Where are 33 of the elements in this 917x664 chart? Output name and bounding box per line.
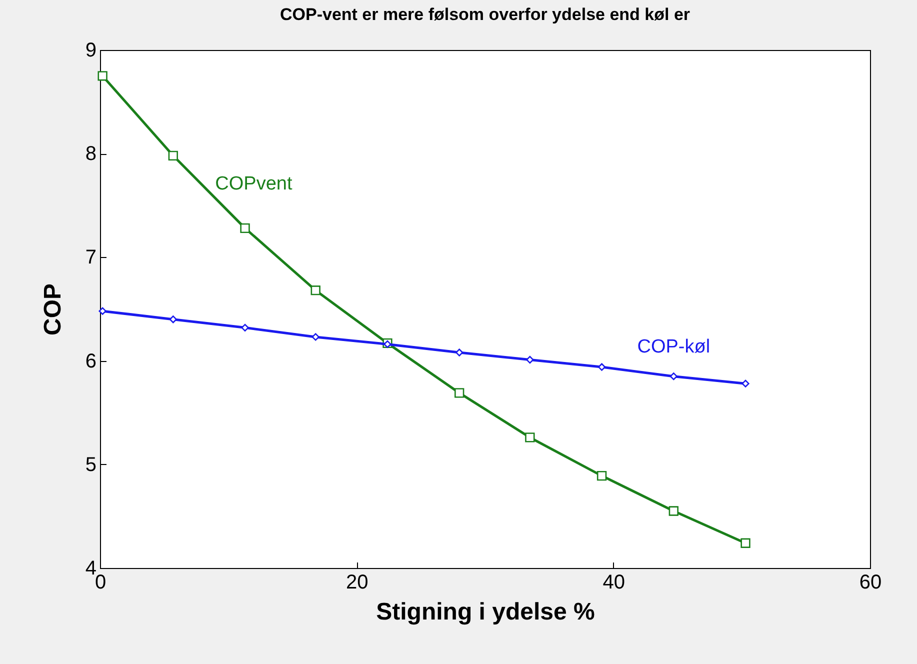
y-tick-label: 8 [85,143,96,166]
y-tick-label: 4 [85,558,96,580]
point [241,324,249,332]
point [670,372,678,380]
point [98,307,106,315]
series-label: COPvent [215,174,293,195]
chart-title: COP-vent er mere følsom overfor ydelse end køl er [280,5,690,24]
point [526,356,534,364]
y-tick-label: 9 [85,40,96,62]
y-tick-label: 5 [85,454,96,476]
point [168,150,178,161]
x-tick-label: 60 [859,572,882,594]
point [598,363,606,371]
x-tick-label: 0 [94,572,106,594]
point [169,316,177,324]
point [596,470,607,481]
x-tick-label: 20 [346,572,368,594]
x-tick-label: 40 [602,572,625,594]
point [240,223,250,234]
y-tick-label: 7 [85,246,96,269]
y-axis-title: COP [39,283,66,336]
point [742,380,750,388]
x-axis-title: Stigning i ydelse % [376,598,595,626]
point [98,71,108,81]
point [668,506,678,516]
point [456,348,464,356]
y-tick-label: 6 [85,350,96,372]
series-label: COP-køl [637,336,710,358]
point [525,432,535,442]
point [740,538,750,548]
point [312,333,320,341]
point [454,388,464,398]
point [310,286,320,296]
